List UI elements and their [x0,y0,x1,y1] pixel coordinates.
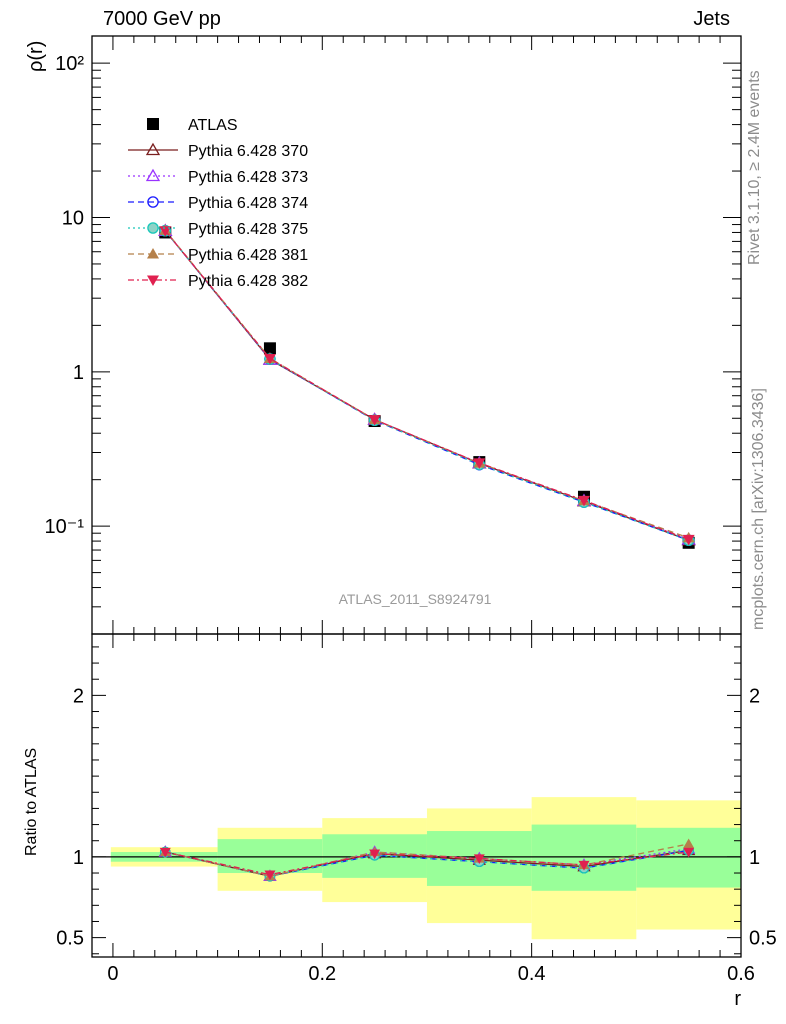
legend-label: Pythia 6.428 381 [188,247,308,264]
ratio-point [578,860,590,871]
ratio-line [165,843,689,877]
legend-entry: Pythia 6.428 374 [128,195,308,212]
legend-marker [147,222,159,234]
ratio-point [159,847,171,858]
x-tick-label: 0.2 [308,963,336,985]
legend-entry: Pythia 6.428 382 [128,273,308,290]
y-tick-label: 1 [73,362,84,384]
data-point [682,534,695,546]
legend-label: Pythia 6.428 373 [188,169,308,186]
data-point [577,495,590,507]
legend-label: ATLAS [188,117,238,134]
x-tick-label: 0.6 [727,963,755,985]
legend-marker [147,196,159,208]
series-line [164,230,689,541]
y-tick-label: 10² [55,53,84,75]
legend-marker [147,118,159,130]
legend-marker [147,275,159,286]
ratio-series-382 [159,847,695,881]
ratio-frame [91,633,742,958]
ratio-y-tick-label: 2 [73,685,84,707]
legend-label: Pythia 6.428 374 [188,195,308,212]
ratio-point [369,849,381,860]
ratio-point [264,870,276,881]
x-tick-label: 0 [107,963,118,985]
ratio-line [165,851,689,876]
legend-marker [145,142,161,156]
ratio-y-tick-label-right: 2 [749,685,760,707]
legend: ATLAS Pythia 6.428 370 Pythia 6.428 373 Pyt… [128,117,308,290]
series-line [164,229,689,539]
y-tick-label: 10 [62,207,84,229]
x-tick-label: 0.4 [518,963,546,985]
legend-entry: Pythia 6.428 370 [128,142,308,160]
ratio-y-tick-label: 0.5 [56,928,84,950]
y-tick-label: 10⁻¹ [45,516,85,538]
watermark: ATLAS_2011_S8924791 [339,591,492,607]
data-point [263,342,276,355]
ratio-y-axis-label: Ratio to ATLAS [23,748,40,856]
ratio-point [683,847,695,858]
header-left: 7000 GeV pp [103,8,221,30]
legend-label: Pythia 6.428 375 [188,221,308,238]
ratio-y-tick-label-right: 0.5 [749,928,777,950]
band-stat [636,827,741,888]
x-axis-label: r [734,988,741,1010]
data-point [368,415,381,426]
legend-entry: ATLAS [147,117,238,134]
data-point [473,458,486,469]
data-point [263,353,276,365]
legend-entry: Pythia 6.428 375 [128,221,308,238]
ratio-y-tick-label-right: 1 [749,847,760,869]
data-point [159,226,172,237]
ratio-line [165,849,689,877]
legend-entry: Pythia 6.428 381 [128,247,308,264]
legend-entry: Pythia 6.428 373 [128,168,308,186]
legend-marker [145,168,161,182]
legend-label: Pythia 6.428 370 [188,143,308,160]
y-axis-label: ρ(r) [25,41,47,72]
series-382 [159,226,695,546]
ratio-point [683,838,695,849]
legend-label: Pythia 6.428 382 [188,273,308,290]
ratio-y-tick-label: 1 [73,847,84,869]
ratio-line [165,849,689,877]
ratio-point [473,854,485,864]
legend-marker [147,248,159,259]
header-right: Jets [693,8,730,30]
